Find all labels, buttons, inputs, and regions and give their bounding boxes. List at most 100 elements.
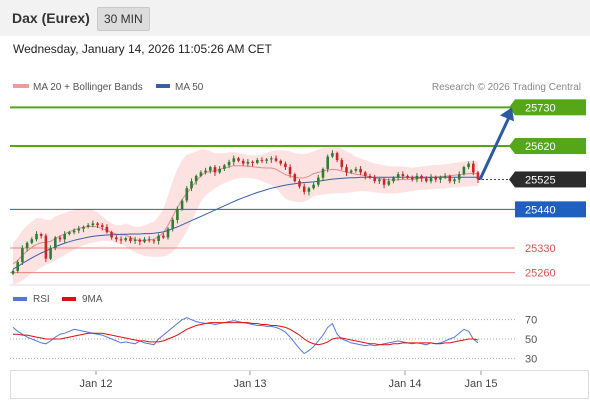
candle-body: [86, 225, 90, 227]
candle-body: [340, 160, 344, 168]
moving-averages-layer: [12, 165, 479, 270]
rsi-legend-swatch: [13, 297, 27, 301]
candle-body: [91, 223, 95, 226]
candle-body: [317, 177, 320, 185]
candle-body: [354, 168, 358, 171]
candle-body: [429, 177, 433, 182]
candle-body: [312, 184, 315, 189]
support-label-25260: 25260: [525, 268, 556, 280]
resistance-label-25620: 25620: [525, 141, 556, 153]
candle-body: [194, 175, 198, 182]
candle-body: [462, 167, 466, 175]
candle-body: [457, 174, 461, 180]
candle-body: [270, 158, 273, 160]
candle-body: [166, 228, 170, 238]
candle-body: [396, 174, 400, 178]
candle-body: [82, 226, 85, 229]
candle-body: [368, 175, 372, 178]
candle-body: [152, 240, 156, 242]
ma20-bb-legend-label: MA 20 + Bollinger Bands: [33, 82, 143, 93]
candle-body: [115, 237, 118, 240]
candle-body: [77, 228, 81, 231]
rsi-tick-70: 70: [525, 315, 537, 327]
candle-body: [213, 167, 217, 173]
candle-body: [218, 168, 221, 173]
support-label-box-25440: [515, 201, 586, 218]
candle-body: [110, 232, 113, 238]
candle-body: [162, 235, 165, 238]
candle-body: [241, 160, 245, 164]
datetime-label: Wednesday, January 14, 2026 11:05:26 AM …: [13, 42, 272, 56]
bottom-panel-frame: [10, 370, 589, 399]
candle-body: [307, 188, 311, 192]
resistance-label-pointer-25620: [509, 138, 515, 155]
candle-body: [180, 200, 184, 210]
candle-body: [157, 235, 160, 241]
candle-body: [378, 179, 381, 182]
ma50-legend-swatch: [156, 84, 170, 88]
candle-body: [364, 172, 367, 176]
candle-body: [44, 235, 48, 259]
candle-body: [72, 230, 76, 233]
candle-body: [387, 181, 391, 185]
candle-body: [58, 237, 62, 240]
ma20-bb-legend-swatch: [13, 84, 29, 88]
candle-body: [30, 239, 34, 243]
forecast-arrow-shaft: [478, 116, 511, 181]
resistance-label-25730: 25730: [525, 102, 556, 114]
rsi-tick-50: 50: [525, 334, 537, 346]
forecast-arrow-head: [500, 107, 514, 122]
pivot-label-pointer-25525: [509, 171, 515, 188]
candle-body: [199, 172, 203, 176]
candle-body: [105, 226, 109, 233]
candle-body: [411, 177, 414, 180]
candle-body: [185, 188, 189, 201]
rsi-layer: 70 50 30: [10, 315, 537, 365]
candle-body: [415, 175, 419, 180]
candle-body: [133, 239, 137, 241]
candle-body: [68, 232, 71, 234]
candle-body: [335, 153, 339, 161]
candle-body: [288, 167, 292, 175]
candle-body: [63, 234, 66, 240]
candle-body: [448, 175, 452, 182]
x-tick-label-jan-13: Jan 13: [233, 378, 266, 390]
candle-body: [420, 175, 423, 179]
ma50-legend-label: MA 50: [175, 82, 204, 93]
candle-body: [274, 158, 278, 161]
candle-body: [35, 234, 38, 240]
candle-body: [453, 179, 456, 182]
candle-body: [331, 153, 334, 157]
support-label-25440: 25440: [525, 204, 556, 216]
candle-body: [119, 239, 123, 241]
candle-body: [25, 242, 29, 249]
rsi-ma-line: [13, 322, 479, 346]
candle-body: [401, 174, 405, 176]
candle-body: [227, 161, 231, 166]
candle-body: [190, 181, 193, 189]
x-tick-label-jan-12: Jan 12: [79, 378, 112, 390]
candle-body: [382, 179, 386, 185]
candle-body: [96, 223, 99, 226]
candle-body: [124, 238, 127, 241]
pivot-label-25525: 25525: [525, 174, 556, 186]
candle-body: [223, 165, 226, 169]
candle-body: [209, 167, 212, 171]
candle-body: [476, 172, 480, 180]
ma50-line: [12, 176, 478, 270]
candle-body: [443, 175, 447, 178]
rsi-ma-legend-label: 9MA: [82, 294, 103, 305]
candle-body: [302, 186, 306, 192]
candle-body: [373, 177, 376, 182]
timeframe-badge[interactable]: 30 MIN: [97, 7, 150, 31]
candle-body: [439, 177, 442, 180]
candle-body: [16, 262, 19, 271]
candle-body: [284, 163, 287, 168]
candle-body: [39, 234, 43, 236]
candle-body: [143, 239, 146, 242]
candle-body: [326, 156, 329, 169]
candle-body: [232, 158, 236, 162]
candle-body: [101, 225, 104, 227]
candle-body: [54, 237, 57, 249]
